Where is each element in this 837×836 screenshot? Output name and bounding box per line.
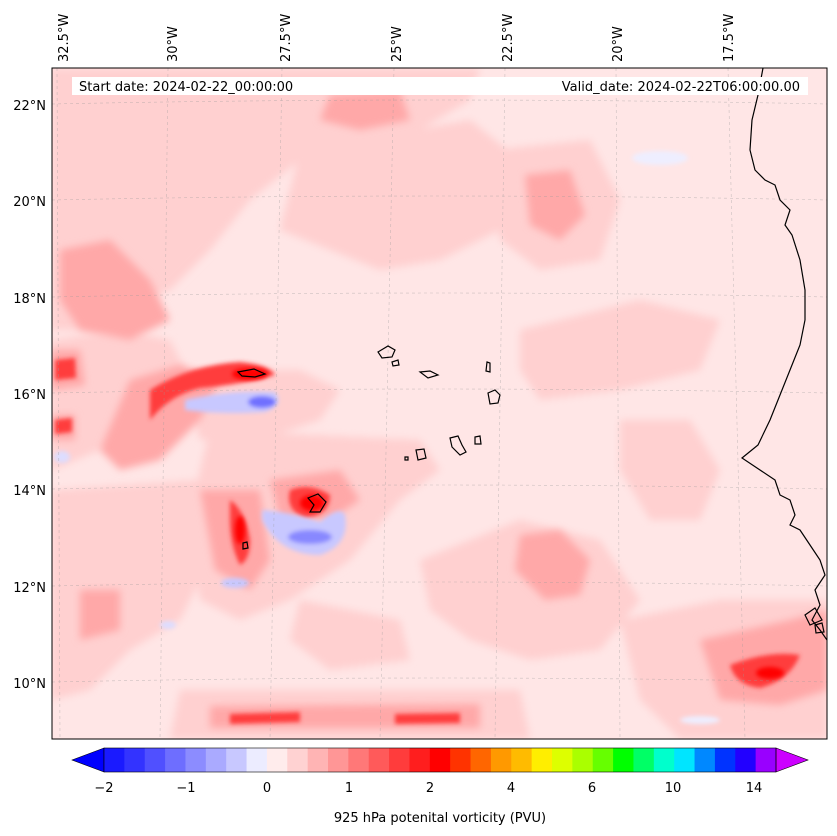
lon-label-27-5w: 27.5°W	[279, 14, 294, 62]
longitude-labels: 32.5°W 30°W 27.5°W 25°W 22.5°W 20°W 17.5…	[57, 14, 737, 62]
colorbar-segment	[633, 748, 655, 772]
cape-verde-brava	[404, 456, 409, 461]
colorbar-segment	[613, 748, 634, 772]
colorbar-segment	[226, 748, 248, 772]
colorbar-tick-neg2: −2	[94, 781, 113, 796]
colorbar-tick-neg1: −1	[176, 781, 195, 796]
colorbar-segment	[266, 748, 288, 772]
colorbar-segment	[205, 748, 227, 772]
colorbar-segment	[328, 748, 349, 772]
colorbar-segment	[694, 748, 716, 772]
colorbar-tick-0: 0	[263, 781, 271, 796]
colorbar-frame	[103, 747, 777, 773]
colorbar-segment	[572, 748, 594, 772]
lon-label-17-5w: 17.5°W	[722, 14, 737, 62]
coastlines	[236, 68, 827, 641]
colorbar: −2 −1 0 1 2 4 6 10 14 925 hPa potenital …	[71, 747, 809, 826]
colorbar-segment	[735, 748, 757, 772]
colorbar-segment	[144, 748, 166, 772]
pv-contour-west	[242, 541, 249, 550]
cape-verde-sao-vicente	[391, 359, 400, 367]
colorbar-segment	[490, 748, 512, 772]
lon-label-22-5w: 22.5°W	[501, 14, 516, 62]
cape-verde-boa-vista	[487, 389, 501, 405]
colorbar-ticks: −2 −1 0 1 2 4 6 10 14	[94, 781, 762, 796]
colorbar-segment	[511, 748, 533, 772]
cape-verde-santiago	[449, 435, 467, 456]
lon-label-30w: 30°W	[166, 26, 181, 62]
lat-label-20n: 20°N	[13, 195, 46, 210]
lat-label-12n: 12°N	[13, 581, 46, 596]
cape-verde-fogo	[415, 448, 427, 461]
lat-label-14n: 14°N	[13, 484, 46, 499]
lat-label-10n: 10°N	[13, 677, 46, 692]
colorbar-tick-14: 14	[746, 781, 763, 796]
colorbar-segment	[124, 748, 146, 772]
colorbar-segment	[470, 748, 492, 772]
lat-label-16n: 16°N	[13, 388, 46, 403]
colorbar-segment	[531, 748, 553, 772]
lat-label-22n: 22°N	[13, 99, 46, 114]
colorbar-segment	[246, 748, 268, 772]
colorbar-segment	[389, 748, 410, 772]
start-date-label: Start date: 2024-02-22_00:00:00	[79, 80, 293, 95]
colorbar-tick-10: 10	[665, 781, 682, 796]
lon-label-20w: 20°W	[611, 26, 626, 62]
colorbar-segment	[552, 748, 573, 772]
pv-field-negative	[54, 151, 720, 724]
colorbar-segment	[348, 748, 370, 772]
colorbar-segment	[104, 748, 125, 772]
lon-label-32-5w: 32.5°W	[57, 14, 72, 62]
cape-verde-maio	[474, 435, 482, 445]
colorbar-segment	[165, 748, 186, 772]
colorbar-segment	[714, 748, 736, 772]
map-panel: Start date: 2024-02-22_00:00:00 Valid_da…	[52, 68, 827, 739]
colorbar-tick-4: 4	[507, 781, 515, 796]
valid-date-label: Valid_date: 2024-02-22T06:00:00.00	[562, 80, 800, 95]
colorbar-segment	[450, 748, 472, 772]
colorbar-segment	[368, 748, 390, 772]
pv-contour-north	[236, 368, 267, 378]
colorbar-title: 925 hPa potenital vorticity (PVU)	[334, 811, 546, 826]
colorbar-segments	[104, 748, 777, 772]
gridlines	[52, 68, 827, 739]
colorbar-segment	[592, 748, 614, 772]
cape-verde-sal	[485, 361, 491, 373]
colorbar-segment	[653, 748, 675, 772]
colorbar-tick-2: 2	[426, 781, 434, 796]
cape-verde-santo-antao	[377, 345, 396, 359]
info-box: Start date: 2024-02-22_00:00:00 Valid_da…	[72, 77, 808, 95]
africa-coastline	[740, 68, 827, 641]
colorbar-segment	[185, 748, 207, 772]
colorbar-over-arrow	[775, 747, 809, 773]
latitude-labels: 22°N 20°N 18°N 16°N 14°N 12°N 10°N	[13, 99, 46, 692]
colorbar-segment	[674, 748, 696, 772]
colorbar-segment	[287, 748, 309, 772]
pv-contour-center	[306, 493, 327, 513]
colorbar-segment	[755, 748, 777, 772]
map-frame	[51, 67, 828, 740]
lat-label-18n: 18°N	[13, 292, 46, 307]
cape-verde-sao-nicolau	[418, 370, 440, 379]
colorbar-segment	[429, 748, 451, 772]
colorbar-segment	[307, 748, 329, 772]
colorbar-tick-1: 1	[345, 781, 353, 796]
colorbar-tick-6: 6	[588, 781, 596, 796]
colorbar-segment	[409, 748, 431, 772]
colorbar-under-arrow	[71, 747, 105, 773]
coastline-islands-south	[804, 607, 825, 634]
lon-label-25w: 25°W	[390, 26, 405, 62]
